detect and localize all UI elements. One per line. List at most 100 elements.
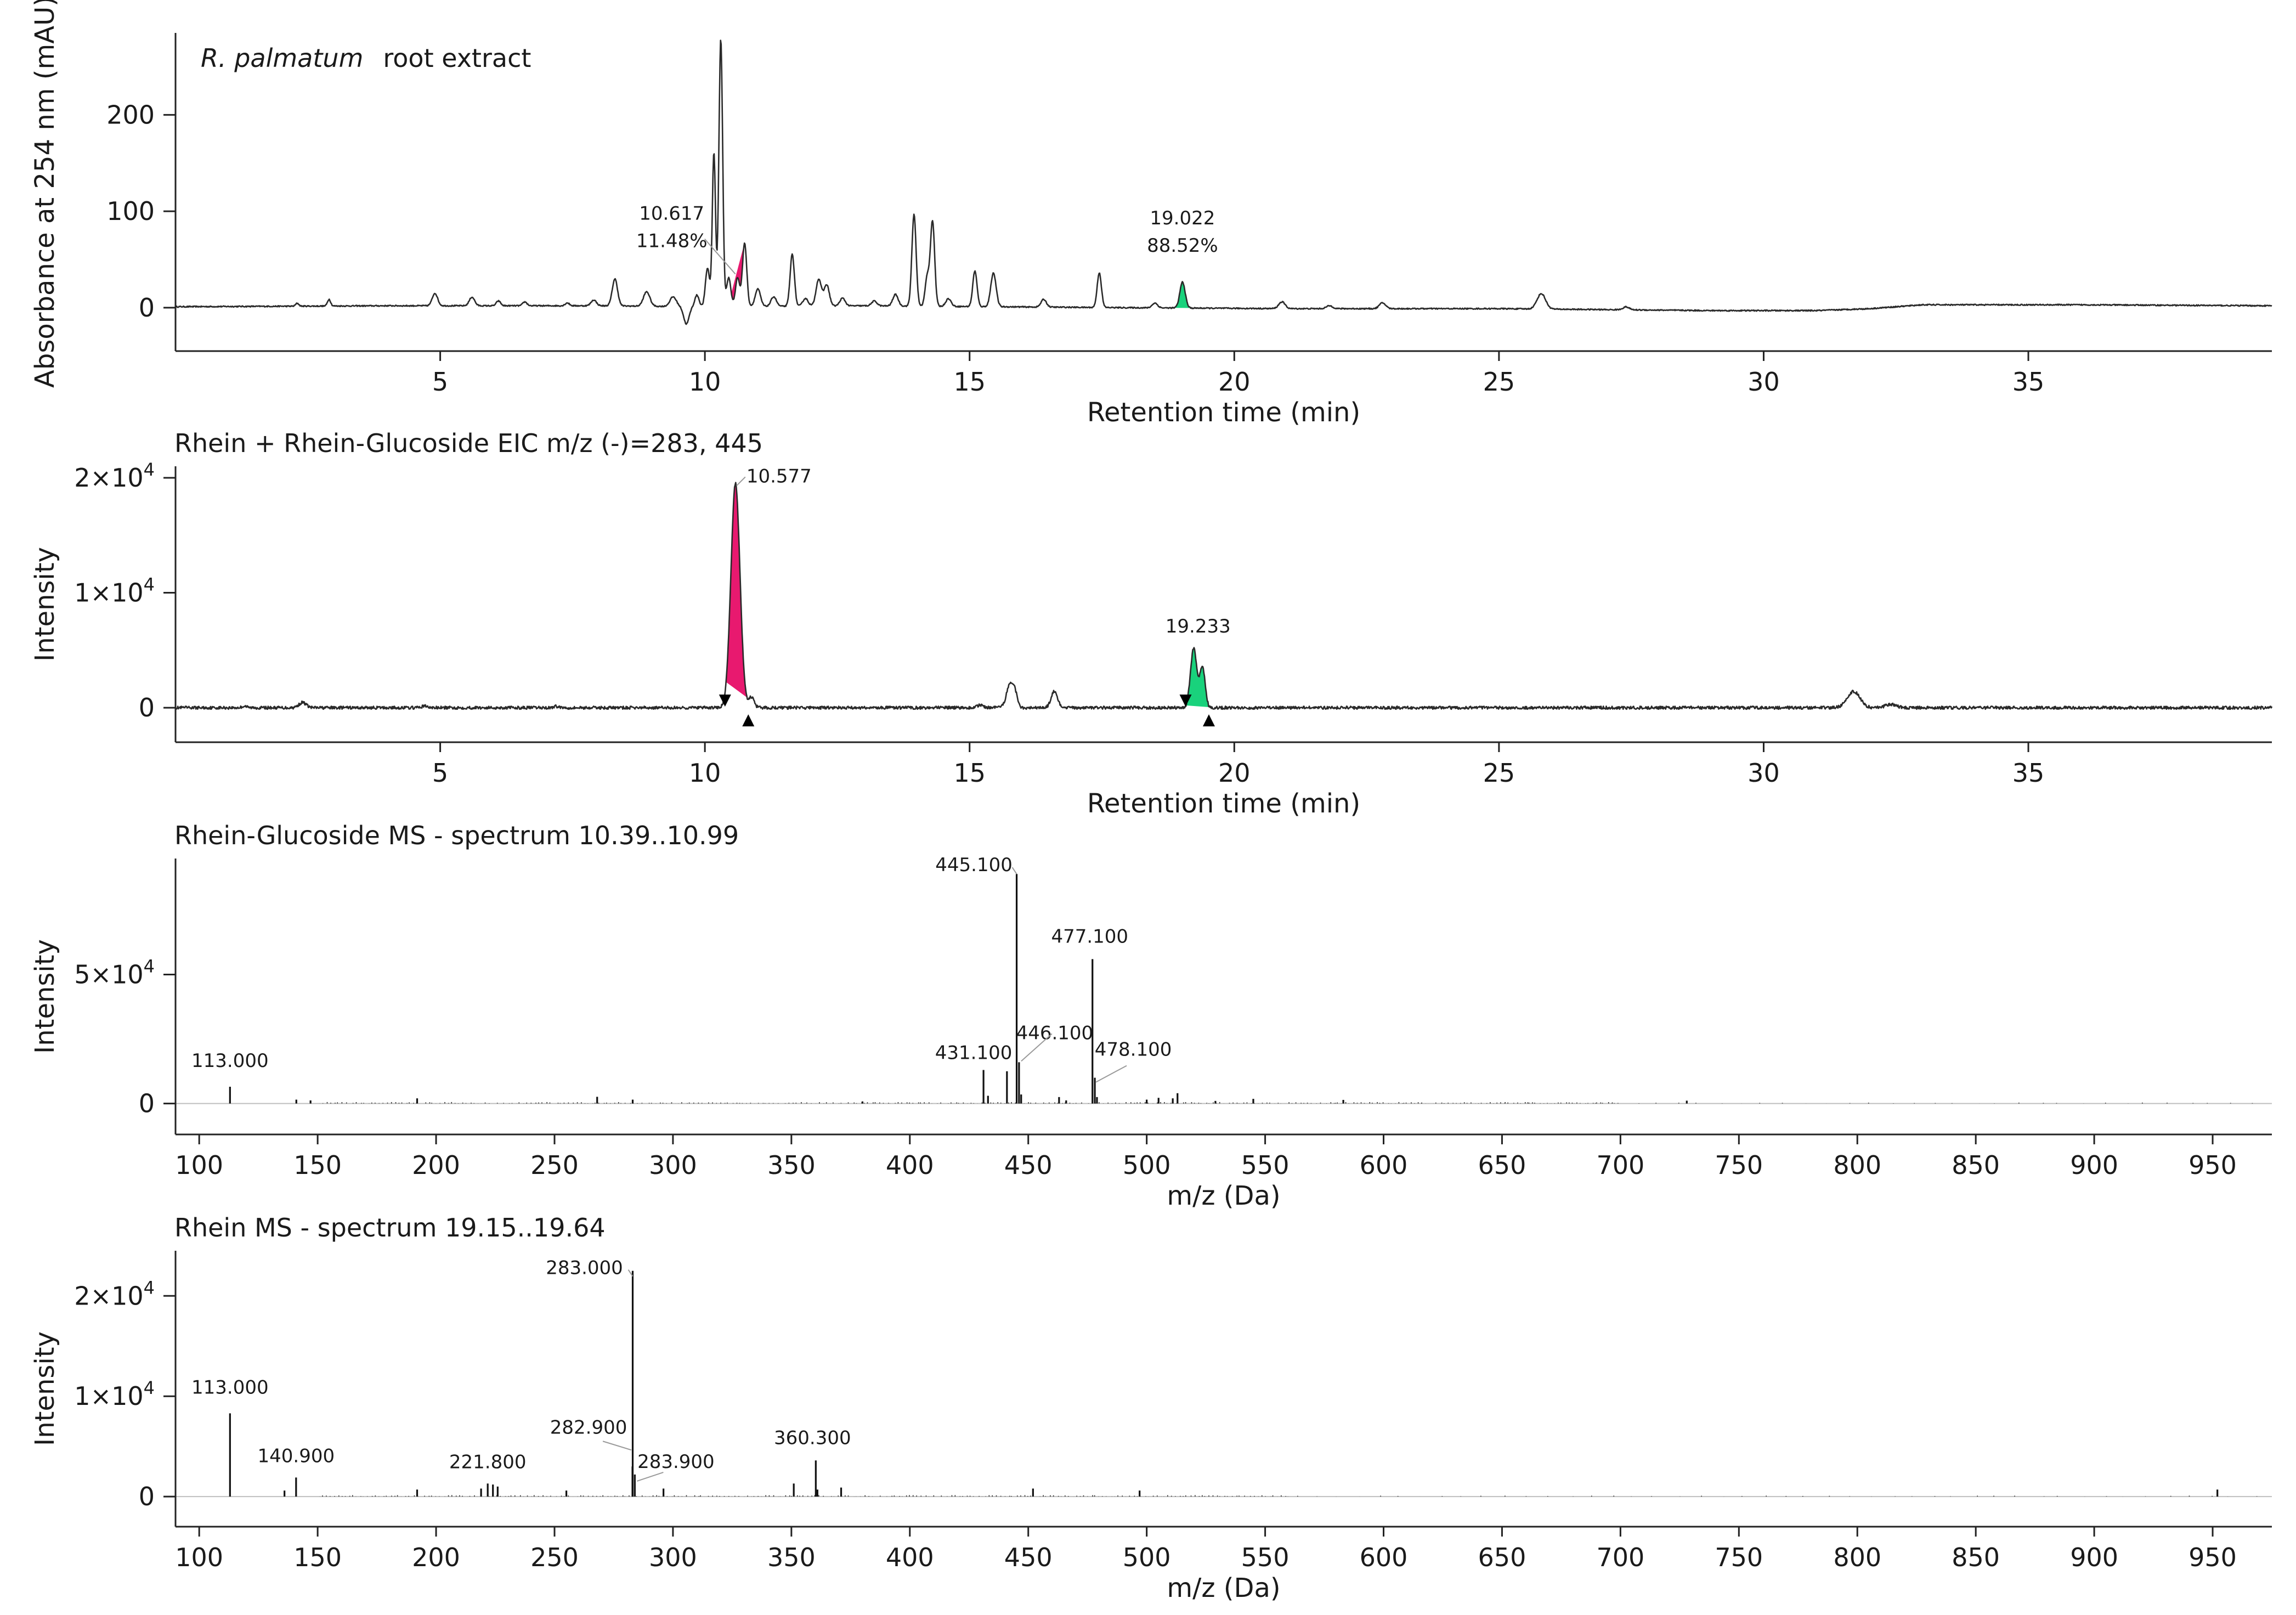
eic-integration-mark-2	[1179, 694, 1192, 707]
ms1-x-tick-label-700: 700	[1596, 1150, 1644, 1180]
uv-y-axis-title: Absorbance at 254 nm (mAU)	[30, 0, 60, 388]
uv-x-tick-label-35: 35	[2012, 367, 2045, 397]
ms1-x-tick-label-650: 650	[1478, 1150, 1526, 1180]
uv-panel: 10.617 11.48% 19.022 88.52% 5 10 15 20 25 30 35 0 10…	[30, 0, 2272, 428]
ms1-title: Rhein-Glucoside MS - spectrum 10.39..10.…	[174, 821, 739, 850]
ms2-x-tick-label-650: 650	[1478, 1543, 1526, 1572]
ms2-y-tick-label-20000: 2×104	[74, 1277, 155, 1311]
ms1-peak-label-leader-3	[1021, 1033, 1053, 1062]
ms2-peak-label-282.900: 282.900	[550, 1416, 627, 1438]
eic-y-axis-title: Intensity	[30, 547, 60, 662]
ms1-x-tick-label-900: 900	[2070, 1150, 2118, 1180]
ms2-peak-label-leader-4	[627, 1269, 634, 1277]
ms2-peak-label-360.300: 360.300	[774, 1427, 851, 1449]
eic-y-tick-label-0: 0	[139, 693, 155, 722]
ms1-x-tick-label-300: 300	[649, 1150, 697, 1180]
ms1-peak-label-446.100: 446.100	[1016, 1022, 1094, 1044]
eic-integration-mark-1	[742, 714, 755, 727]
ms1-x-tick-label-550: 550	[1241, 1150, 1290, 1180]
uv-annotation-rt-0: 10.617	[639, 203, 704, 225]
ms2-peak-label-221.800: 221.800	[449, 1451, 527, 1473]
eic-x-tick-label-35: 35	[2012, 758, 2045, 788]
eic-x-tick-label-10: 10	[689, 758, 721, 788]
ms2-peak-label-leader-5	[637, 1471, 664, 1482]
uv-x-tick-label-10: 10	[689, 367, 721, 397]
uv-x-tick-label-5: 5	[432, 367, 448, 397]
ms2-x-tick-label-700: 700	[1596, 1543, 1644, 1572]
uv-x-tick-label-20: 20	[1218, 367, 1251, 397]
ms2-x-tick-label-750: 750	[1715, 1543, 1763, 1572]
eic-x-tick-label-5: 5	[432, 758, 448, 788]
eic-annotation-rt-0: 10.577	[747, 465, 812, 487]
uv-y-tick-label-100: 100	[106, 196, 155, 226]
ms2-peak-label-leader-3	[602, 1441, 632, 1451]
uv-y-tick-label-0: 0	[139, 293, 155, 323]
uv-annotation-rt-1: 19.022	[1150, 207, 1215, 229]
eic-y-tick-label-10000: 1×104	[74, 574, 155, 608]
ms1-x-tick-label-200: 200	[412, 1150, 460, 1180]
ms2-x-tick-label-900: 900	[2070, 1543, 2118, 1572]
uv-x-tick-label-15: 15	[953, 367, 986, 397]
ms1-x-tick-label-850: 850	[1952, 1150, 2000, 1180]
ms1-panel: 113.000 431.100 445.100 446.100 477.100 478.1…	[30, 821, 2272, 1211]
uv-trace	[174, 39, 2272, 325]
eic-annotation-leader-0	[736, 476, 746, 487]
ms2-y-tick-label-10000: 1×104	[74, 1377, 155, 1411]
ms2-x-tick-label-800: 800	[1833, 1543, 1881, 1572]
ms2-x-tick-label-200: 200	[412, 1543, 460, 1572]
uv-title: R. palmatum root extract	[201, 43, 531, 73]
ms1-y-tick-label-0: 0	[139, 1089, 155, 1119]
ms2-x-tick-label-450: 450	[1004, 1543, 1053, 1572]
ms2-x-tick-label-400: 400	[886, 1543, 934, 1572]
ms2-x-tick-label-950: 950	[2188, 1543, 2237, 1572]
ms2-x-tick-label-100: 100	[175, 1543, 223, 1572]
eic-y-tick-label-20000: 2×104	[74, 459, 155, 493]
ms1-peak-label-431.100: 431.100	[935, 1042, 1013, 1064]
ms1-x-tick-label-350: 350	[767, 1150, 816, 1180]
ms2-x-tick-label-150: 150	[293, 1543, 342, 1572]
ms1-peak-label-445.100: 445.100	[935, 854, 1013, 876]
ms2-x-tick-label-300: 300	[649, 1543, 697, 1572]
ms1-x-tick-label-400: 400	[886, 1150, 934, 1180]
eic-integration-mark-3	[1202, 714, 1215, 727]
ms1-y-tick-label-50000: 5×104	[74, 956, 155, 990]
uv-x-tick-label-25: 25	[1483, 367, 1515, 397]
ms2-peak-label-283.900: 283.900	[637, 1451, 715, 1473]
ms1-x-axis-title: m/z (Da)	[1167, 1181, 1280, 1211]
ms2-panel: 113.000 140.900 221.800 282.900 283.000 283.9…	[30, 1213, 2272, 1603]
ms1-x-tick-label-150: 150	[293, 1150, 342, 1180]
eic-panel: 10.577 19.233 5 10 15 20 25 30 35 0 1×104 2×104 Rete…	[30, 428, 2273, 819]
ms2-x-tick-label-250: 250	[530, 1543, 579, 1572]
ms1-x-tick-label-950: 950	[2188, 1150, 2237, 1180]
ms1-y-axis-title: Intensity	[30, 939, 60, 1054]
eic-title: Rhein + Rhein-Glucoside EIC m/z (-)=283,…	[174, 428, 763, 458]
ms1-x-tick-label-250: 250	[530, 1150, 579, 1180]
uv-annotation-area-0: 11.48%	[636, 230, 708, 252]
ms1-peak-label-leader-2	[1011, 867, 1017, 874]
uv-shaded-peak-0	[731, 244, 744, 300]
ms1-x-tick-label-750: 750	[1715, 1150, 1763, 1180]
ms2-x-tick-label-500: 500	[1123, 1543, 1171, 1572]
ms1-x-tick-label-800: 800	[1833, 1150, 1881, 1180]
eic-x-tick-label-25: 25	[1483, 758, 1515, 788]
ms1-x-tick-label-100: 100	[175, 1150, 223, 1180]
ms1-x-tick-label-500: 500	[1123, 1150, 1171, 1180]
uv-y-tick-label-200: 200	[106, 100, 155, 129]
eic-x-tick-label-30: 30	[1748, 758, 1780, 788]
eic-trace	[175, 482, 2273, 710]
ms2-x-tick-label-350: 350	[767, 1543, 816, 1572]
ms2-title: Rhein MS - spectrum 19.15..19.64	[174, 1213, 606, 1243]
eic-x-tick-label-20: 20	[1218, 758, 1251, 788]
ms2-y-tick-label-0: 0	[139, 1482, 155, 1511]
ms2-x-axis-title: m/z (Da)	[1167, 1573, 1280, 1603]
ms2-peak-label-113.000: 113.000	[191, 1376, 269, 1398]
uv-annotation-area-1: 88.52%	[1147, 235, 1218, 257]
ms2-x-tick-label-600: 600	[1360, 1543, 1408, 1572]
eic-x-tick-label-15: 15	[953, 758, 986, 788]
ms1-peak-label-478.100: 478.100	[1095, 1039, 1172, 1061]
ms2-x-tick-label-550: 550	[1241, 1543, 1290, 1572]
ms2-peak-label-140.900: 140.900	[258, 1445, 335, 1467]
ms1-peak-label-leader-5	[1095, 1065, 1127, 1083]
